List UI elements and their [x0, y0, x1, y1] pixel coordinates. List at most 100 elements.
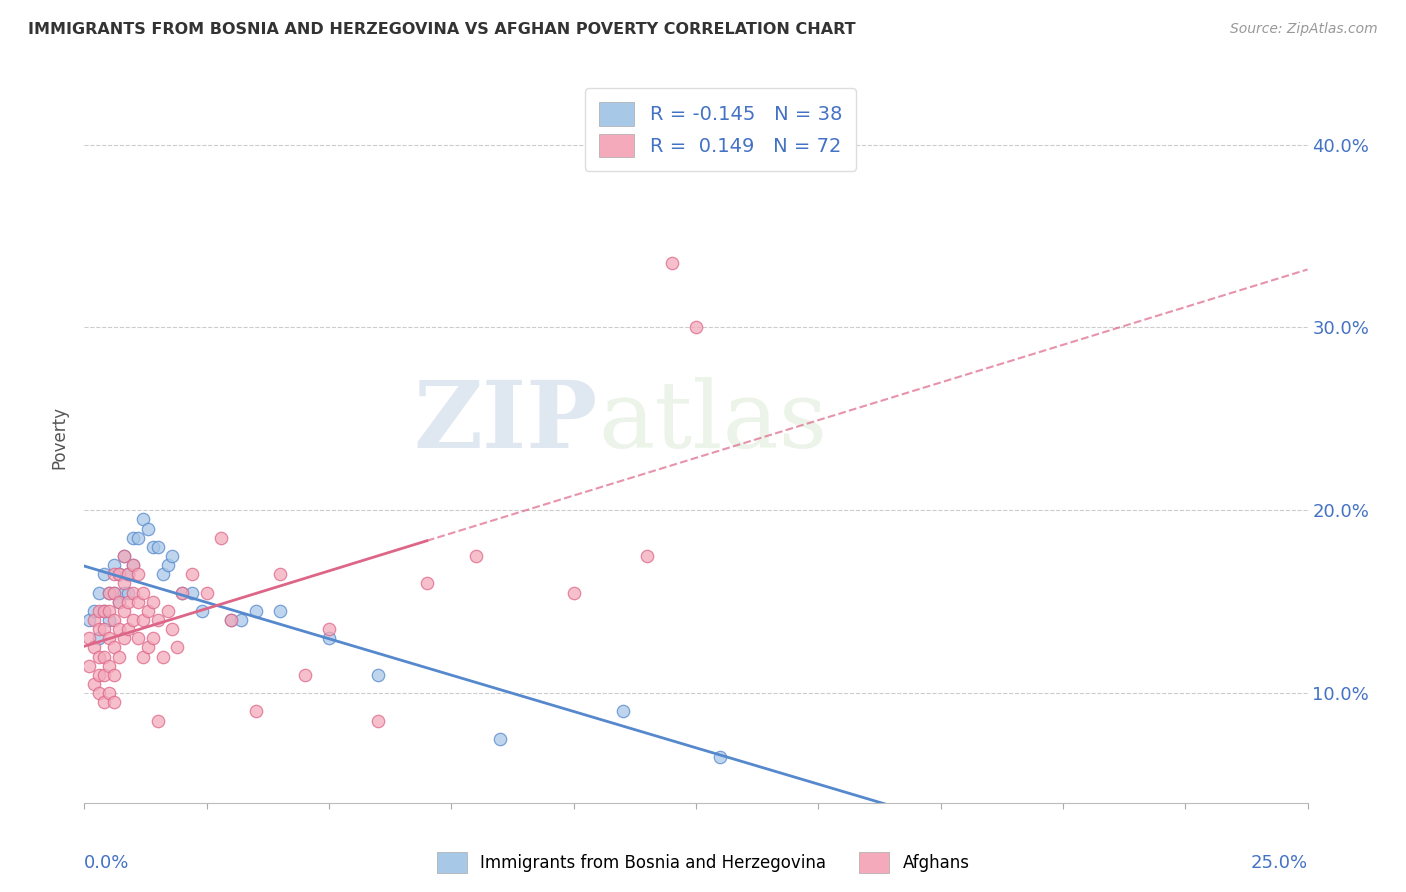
Point [122, 558, 145, 573]
Point [93, 695, 115, 709]
Text: 0.0%: 0.0% [84, 854, 129, 872]
Point [103, 667, 125, 681]
Point [136, 640, 159, 655]
Point [269, 567, 291, 582]
Point [318, 632, 340, 646]
Point [103, 585, 125, 599]
Point [181, 567, 204, 582]
Text: Source: ZipAtlas.com: Source: ZipAtlas.com [1230, 22, 1378, 37]
Point [219, 613, 242, 627]
Point [612, 705, 634, 719]
Point [127, 531, 149, 545]
Point [97, 613, 120, 627]
Point [117, 585, 139, 599]
Point [122, 613, 145, 627]
Point [107, 594, 129, 608]
Point [146, 714, 169, 728]
Point [107, 622, 129, 636]
Point [162, 549, 184, 563]
Point [269, 604, 291, 618]
Point [146, 613, 169, 627]
Point [156, 558, 179, 573]
Point [127, 632, 149, 646]
Y-axis label: Poverty: Poverty [51, 406, 69, 468]
Point [416, 576, 439, 591]
Point [87, 622, 110, 636]
Legend: Immigrants from Bosnia and Herzegovina, Afghans: Immigrants from Bosnia and Herzegovina, … [430, 846, 976, 880]
Point [103, 558, 125, 573]
Point [245, 604, 267, 618]
Point [117, 594, 139, 608]
Point [87, 585, 110, 599]
Point [93, 604, 115, 618]
Point [136, 521, 159, 535]
Point [93, 667, 115, 681]
Point [77, 613, 100, 627]
Point [122, 531, 145, 545]
Point [117, 622, 139, 636]
Point [97, 658, 120, 673]
Point [103, 640, 125, 655]
Point [562, 585, 585, 599]
Point [97, 686, 120, 700]
Text: ZIP: ZIP [413, 377, 598, 467]
Point [136, 604, 159, 618]
Point [156, 604, 179, 618]
Point [93, 604, 115, 618]
Point [112, 576, 135, 591]
Point [318, 622, 340, 636]
Point [209, 531, 232, 545]
Point [685, 320, 707, 334]
Point [112, 549, 135, 563]
Point [166, 640, 188, 655]
Point [103, 567, 125, 582]
Text: 25.0%: 25.0% [1250, 854, 1308, 872]
Text: IMMIGRANTS FROM BOSNIA AND HERZEGOVINA VS AFGHAN POVERTY CORRELATION CHART: IMMIGRANTS FROM BOSNIA AND HERZEGOVINA V… [28, 22, 856, 37]
Text: atlas: atlas [598, 377, 827, 467]
Point [117, 567, 139, 582]
Point [146, 540, 169, 554]
Point [83, 640, 105, 655]
Point [636, 549, 658, 563]
Point [489, 731, 512, 746]
Point [103, 695, 125, 709]
Point [464, 549, 486, 563]
Point [294, 667, 316, 681]
Point [87, 604, 110, 618]
Point [87, 686, 110, 700]
Point [122, 585, 145, 599]
Point [172, 585, 194, 599]
Point [87, 649, 110, 664]
Point [112, 632, 135, 646]
Point [367, 667, 389, 681]
Point [83, 677, 105, 691]
Point [162, 622, 184, 636]
Point [103, 613, 125, 627]
Point [132, 649, 155, 664]
Point [152, 567, 174, 582]
Point [87, 632, 110, 646]
Legend: R = -0.145   N = 38, R =  0.149   N = 72: R = -0.145 N = 38, R = 0.149 N = 72 [585, 88, 855, 171]
Point [83, 613, 105, 627]
Point [142, 632, 165, 646]
Point [112, 604, 135, 618]
Point [107, 567, 129, 582]
Point [172, 585, 194, 599]
Point [87, 667, 110, 681]
Point [132, 585, 155, 599]
Point [709, 750, 731, 764]
Point [112, 585, 135, 599]
Point [219, 613, 242, 627]
Point [93, 649, 115, 664]
Point [127, 594, 149, 608]
Point [661, 256, 683, 270]
Point [181, 585, 204, 599]
Point [152, 649, 174, 664]
Point [245, 705, 267, 719]
Point [107, 594, 129, 608]
Point [367, 714, 389, 728]
Point [103, 585, 125, 599]
Point [191, 604, 214, 618]
Point [107, 649, 129, 664]
Point [132, 512, 155, 526]
